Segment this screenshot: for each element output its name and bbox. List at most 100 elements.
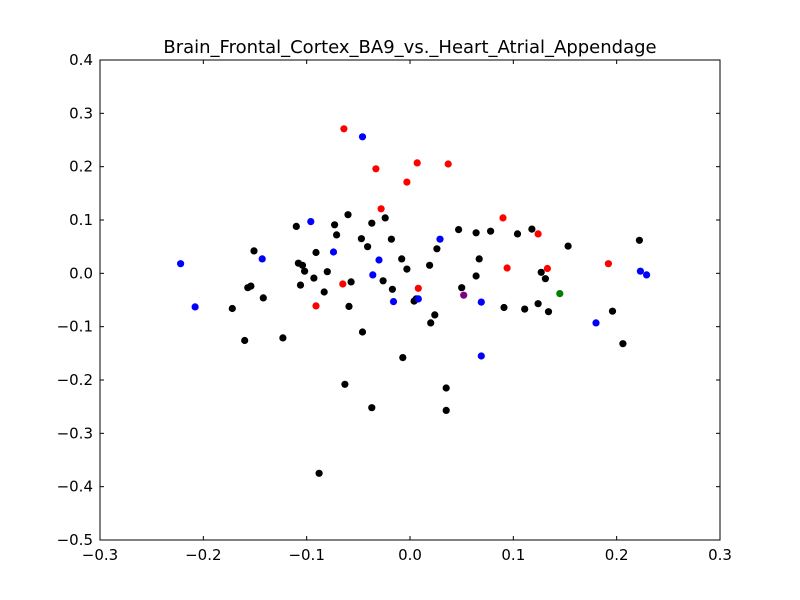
point-black-42 <box>442 406 450 414</box>
point-blue-12 <box>477 352 485 360</box>
point-black-39 <box>431 311 439 319</box>
y-tick-label-4: 0.0 <box>69 264 93 282</box>
point-black-5 <box>259 294 267 302</box>
point-black-24 <box>358 328 367 336</box>
point-black-38 <box>427 319 435 327</box>
point-black-20 <box>344 211 352 219</box>
point-black-44 <box>458 284 466 292</box>
point-black-30 <box>387 235 395 243</box>
point-black-57 <box>564 242 572 250</box>
point-black-55 <box>541 275 550 283</box>
x-tick-label-3: 0.0 <box>398 546 422 564</box>
point-black-33 <box>399 354 407 362</box>
point-black-14 <box>315 469 323 477</box>
point-red-1 <box>339 280 347 288</box>
point-black-11 <box>301 267 309 275</box>
y-tick-label-1: 0.3 <box>69 104 93 122</box>
point-blue-5 <box>358 133 367 141</box>
point-black-16 <box>323 268 331 276</box>
x-tick-label-0: −0.3 <box>82 546 118 564</box>
point-blue-14 <box>636 267 645 275</box>
point-blue-3 <box>307 218 315 226</box>
point-black-1 <box>241 336 249 345</box>
point-black-37 <box>426 261 434 269</box>
point-black-34 <box>403 265 411 273</box>
point-blue-15 <box>643 271 651 279</box>
point-black-48 <box>487 227 495 235</box>
point-black-23 <box>357 235 365 243</box>
point-red-5 <box>403 178 411 186</box>
point-black-29 <box>381 214 389 222</box>
chart-title: Brain_Frontal_Cortex_BA9_vs._Heart_Atria… <box>163 37 656 58</box>
point-blue-7 <box>375 256 383 264</box>
point-red-8 <box>444 160 452 168</box>
point-black-52 <box>528 225 536 233</box>
point-black-59 <box>619 340 627 348</box>
point-red-7 <box>414 284 422 292</box>
x-tick-label-1: −0.2 <box>185 546 221 564</box>
x-tick-label-5: 0.2 <box>605 546 629 564</box>
point-red-10 <box>503 264 511 272</box>
point-black-43 <box>455 226 463 234</box>
point-black-22 <box>347 278 355 286</box>
point-blue-4 <box>329 248 338 256</box>
point-blue-8 <box>389 298 398 306</box>
point-black-18 <box>333 231 341 239</box>
point-black-46 <box>472 272 480 280</box>
point-blue-6 <box>369 271 377 279</box>
x-tick-label-6: 0.3 <box>708 546 732 564</box>
point-red-6 <box>413 159 421 167</box>
point-blue-9 <box>414 295 422 303</box>
point-black-21 <box>345 302 353 310</box>
y-tick-label-7: −0.3 <box>57 424 93 442</box>
point-black-19 <box>341 380 349 388</box>
point-black-0 <box>228 304 236 313</box>
point-black-7 <box>292 222 300 230</box>
y-tick-label-5: −0.1 <box>57 318 93 336</box>
point-black-6 <box>279 334 287 342</box>
y-tick-label-8: −0.4 <box>57 478 93 496</box>
point-black-13 <box>312 248 320 257</box>
point-red-9 <box>499 214 507 222</box>
point-black-58 <box>608 307 617 315</box>
point-blue-1 <box>191 303 199 311</box>
x-tick-label-2: −0.1 <box>288 546 324 564</box>
x-tick-label-4: 0.1 <box>501 546 525 564</box>
y-tick-label-9: −0.5 <box>57 531 93 549</box>
point-black-10 <box>298 261 307 269</box>
point-green-0 <box>556 290 564 298</box>
point-red-13 <box>604 260 613 268</box>
point-black-56 <box>544 308 553 316</box>
point-black-40 <box>433 245 441 253</box>
point-blue-2 <box>258 255 266 263</box>
point-black-4 <box>250 247 258 255</box>
point-blue-13 <box>592 319 600 327</box>
point-black-17 <box>331 221 339 229</box>
point-black-60 <box>635 236 644 244</box>
y-tick-label-2: 0.2 <box>69 158 93 176</box>
point-blue-11 <box>477 298 485 306</box>
point-black-9 <box>296 281 305 289</box>
point-black-49 <box>500 303 508 312</box>
point-black-51 <box>521 305 529 313</box>
point-black-41 <box>442 384 450 392</box>
point-black-25 <box>364 243 372 251</box>
point-black-50 <box>513 230 522 238</box>
point-black-53 <box>534 300 542 308</box>
point-red-2 <box>312 302 320 310</box>
y-tick-label-6: −0.2 <box>57 371 93 389</box>
data-points <box>177 125 651 477</box>
point-black-15 <box>320 288 328 296</box>
point-red-11 <box>534 230 542 238</box>
point-black-28 <box>379 277 387 285</box>
point-black-54 <box>537 268 545 276</box>
y-tick-label-3: 0.1 <box>69 211 93 229</box>
point-red-0 <box>340 125 348 133</box>
point-black-3 <box>247 282 255 290</box>
point-blue-0 <box>177 260 185 268</box>
point-black-27 <box>368 219 376 227</box>
plot-frame <box>99 59 721 541</box>
